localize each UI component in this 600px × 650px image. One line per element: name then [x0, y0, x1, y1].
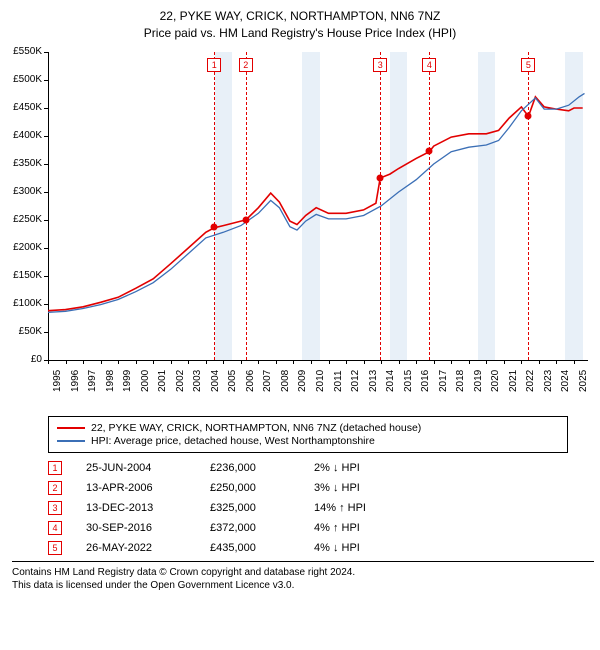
x-axis-label: 2014 — [385, 369, 396, 391]
x-axis-label: 2005 — [227, 369, 238, 391]
x-axis-label: 2019 — [473, 369, 484, 391]
transaction-date: 25-JUN-2004 — [86, 462, 186, 474]
series-svg — [6, 48, 592, 364]
x-axis-label: 1995 — [52, 369, 63, 391]
transaction-marker: 3 — [48, 501, 62, 515]
transaction-marker: 5 — [48, 541, 62, 555]
footer-line-2: This data is licensed under the Open Gov… — [12, 579, 594, 592]
transaction-row: 1 25-JUN-2004 £236,000 2% ↓ HPI — [48, 461, 594, 475]
transaction-row: 4 30-SEP-2016 £372,000 4% ↑ HPI — [48, 521, 594, 535]
title-line-2: Price paid vs. HM Land Registry's House … — [6, 25, 594, 42]
x-axis-label: 2015 — [403, 369, 414, 391]
transaction-price: £250,000 — [210, 482, 290, 494]
transaction-date: 26-MAY-2022 — [86, 542, 186, 554]
transaction-delta: 4% ↑ HPI — [314, 522, 404, 534]
x-axis-label: 2023 — [543, 369, 554, 391]
series-hpi — [48, 93, 585, 312]
sale-point-dot — [377, 174, 384, 181]
x-axis-label: 2017 — [438, 369, 449, 391]
x-axis-label: 2013 — [368, 369, 379, 391]
x-axis-label: 1999 — [122, 369, 133, 391]
legend: 22, PYKE WAY, CRICK, NORTHAMPTON, NN6 7N… — [48, 416, 568, 453]
transaction-price: £236,000 — [210, 462, 290, 474]
title-block: 22, PYKE WAY, CRICK, NORTHAMPTON, NN6 7N… — [6, 8, 594, 42]
series-subject — [48, 96, 583, 310]
x-axis-label: 2006 — [245, 369, 256, 391]
legend-row: 22, PYKE WAY, CRICK, NORTHAMPTON, NN6 7N… — [57, 422, 559, 434]
transaction-delta: 3% ↓ HPI — [314, 482, 404, 494]
transaction-date: 30-SEP-2016 — [86, 522, 186, 534]
x-axis-label: 2020 — [490, 369, 501, 391]
sale-point-dot — [525, 112, 532, 119]
transaction-date: 13-DEC-2013 — [86, 502, 186, 514]
x-axis-label: 1997 — [87, 369, 98, 391]
price-chart: £0£50K£100K£150K£200K£250K£300K£350K£400… — [6, 48, 594, 408]
x-axis-label: 2016 — [420, 369, 431, 391]
title-line-1: 22, PYKE WAY, CRICK, NORTHAMPTON, NN6 7N… — [6, 8, 594, 25]
transaction-row: 2 13-APR-2006 £250,000 3% ↓ HPI — [48, 481, 594, 495]
transaction-delta: 14% ↑ HPI — [314, 502, 404, 514]
x-axis-label: 2010 — [315, 369, 326, 391]
transaction-marker: 4 — [48, 521, 62, 535]
sale-point-dot — [426, 148, 433, 155]
x-axis-label: 2022 — [525, 369, 536, 391]
legend-label: HPI: Average price, detached house, West… — [91, 435, 375, 447]
transaction-price: £325,000 — [210, 502, 290, 514]
sale-point-dot — [211, 224, 218, 231]
legend-swatch — [57, 440, 85, 442]
transaction-delta: 2% ↓ HPI — [314, 462, 404, 474]
x-axis-label: 2025 — [578, 369, 589, 391]
transaction-marker: 2 — [48, 481, 62, 495]
transactions-table: 1 25-JUN-2004 £236,000 2% ↓ HPI 2 13-APR-2006… — [48, 461, 594, 555]
x-axis-label: 2004 — [210, 369, 221, 391]
x-axis-label: 2011 — [333, 370, 344, 392]
footer-line-1: Contains HM Land Registry data © Crown c… — [12, 566, 594, 579]
x-axis-label: 2008 — [280, 369, 291, 391]
transaction-price: £372,000 — [210, 522, 290, 534]
x-axis-label: 2024 — [560, 369, 571, 391]
sale-point-dot — [242, 216, 249, 223]
x-axis-label: 2003 — [192, 369, 203, 391]
x-axis-label: 2007 — [262, 369, 273, 391]
x-axis-label: 1996 — [70, 369, 81, 391]
legend-row: HPI: Average price, detached house, West… — [57, 435, 559, 447]
transaction-price: £435,000 — [210, 542, 290, 554]
transaction-row: 3 13-DEC-2013 £325,000 14% ↑ HPI — [48, 501, 594, 515]
x-axis-label: 2018 — [455, 369, 466, 391]
legend-swatch — [57, 427, 85, 429]
x-axis-label: 1998 — [105, 369, 116, 391]
transaction-marker: 1 — [48, 461, 62, 475]
x-axis-label: 2009 — [297, 369, 308, 391]
x-axis-label: 2001 — [157, 369, 168, 391]
transaction-row: 5 26-MAY-2022 £435,000 4% ↓ HPI — [48, 541, 594, 555]
x-axis-label: 2012 — [350, 369, 361, 391]
footer: Contains HM Land Registry data © Crown c… — [12, 561, 594, 592]
transaction-date: 13-APR-2006 — [86, 482, 186, 494]
x-axis-label: 2000 — [140, 369, 151, 391]
chart-container: 22, PYKE WAY, CRICK, NORTHAMPTON, NN6 7N… — [0, 0, 600, 598]
x-axis-label: 2021 — [508, 369, 519, 391]
transaction-delta: 4% ↓ HPI — [314, 542, 404, 554]
x-axis-label: 2002 — [175, 369, 186, 391]
legend-label: 22, PYKE WAY, CRICK, NORTHAMPTON, NN6 7N… — [91, 422, 421, 434]
